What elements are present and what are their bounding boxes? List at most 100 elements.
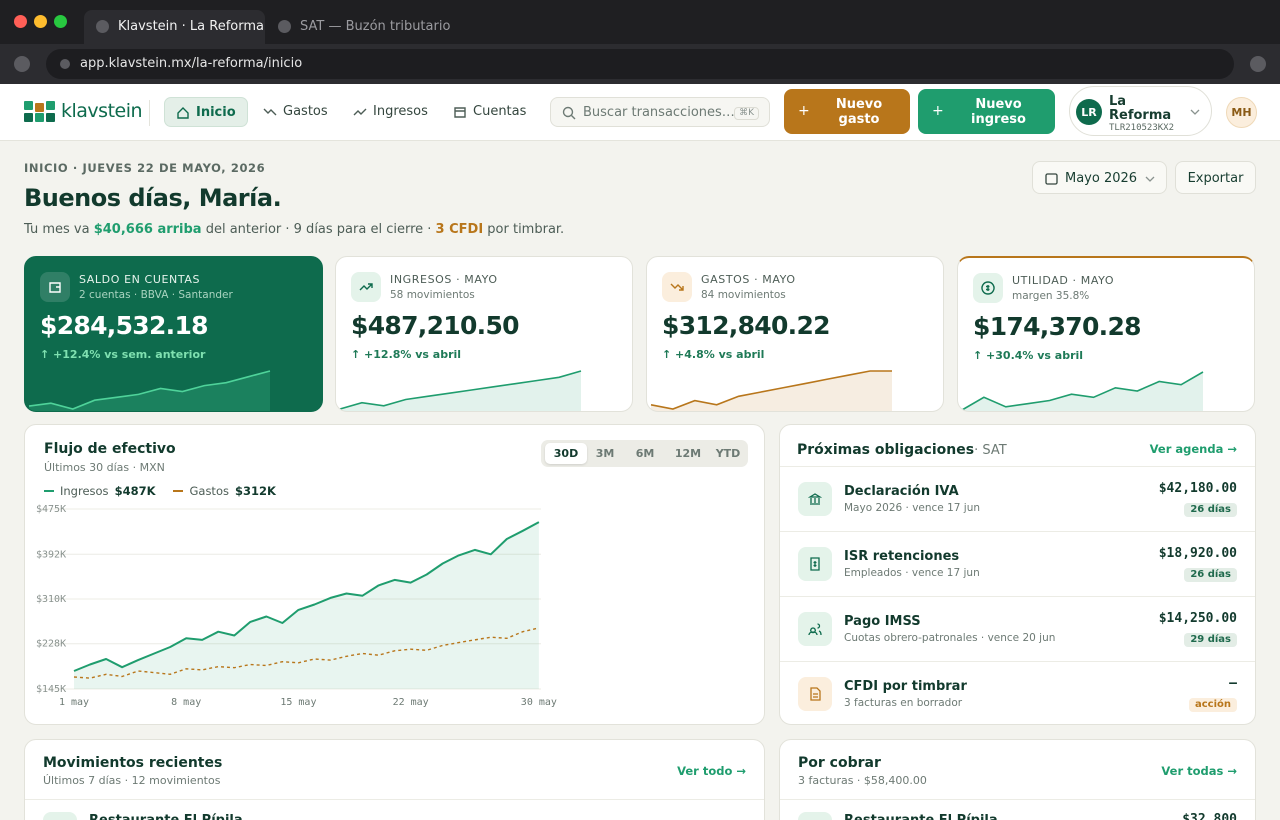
card-link[interactable]: Ver todas →	[1161, 764, 1237, 778]
user-avatar[interactable]: MH	[1226, 97, 1257, 128]
window-control[interactable]	[54, 15, 67, 28]
logo-square	[24, 101, 33, 110]
icon	[808, 623, 822, 636]
logo-square	[35, 113, 44, 122]
period-label: Mayo 2026	[1065, 171, 1138, 186]
range-option[interactable]: 6M	[625, 443, 665, 464]
list-row[interactable]: Restaurante El Pípila $32,800	[780, 799, 1255, 820]
legend-total: $487K	[114, 484, 156, 498]
export-label: Exportar	[1187, 171, 1244, 186]
icon	[49, 282, 61, 293]
obligation-row[interactable]: Declaración IVA Mayo 2026 · vence 17 jun $…	[780, 466, 1255, 531]
obligation-row[interactable]: CFDI por timbrar 3 facturas en borrador — a…	[780, 661, 1255, 724]
window-control[interactable]	[14, 15, 27, 28]
obligation-sub: Mayo 2026 · vence 17 jun	[844, 502, 981, 514]
sparkline-line	[650, 370, 892, 410]
primary-button[interactable]: + Nuevo ingreso	[918, 89, 1055, 134]
obligation-badge: 26 días	[1184, 568, 1237, 582]
recent-card: Movimientos recientes Últimos 7 días · 12…	[24, 739, 765, 820]
summary-part: Tu mes va	[24, 222, 94, 237]
browser-tab[interactable]: SAT — Buzón tributario	[266, 10, 466, 44]
kpi-icon	[662, 272, 692, 302]
primary-button[interactable]: + Nuevo gasto	[784, 89, 910, 134]
summary-part: por timbrar.	[483, 222, 565, 237]
menu-button[interactable]	[1250, 56, 1266, 72]
y-tick-label: $145K	[36, 684, 66, 695]
obligation-row[interactable]: Pago IMSS Cuotas obrero-patronales · venc…	[780, 596, 1255, 661]
row-name: Restaurante El Pípila	[844, 814, 998, 820]
cashflow-chart: $145K $228K $310K $392K $475K 1 may 8 may 15 ma…	[36, 504, 557, 708]
cashflow-card: Flujo de efectivo Últimos 30 días · MXN 30…	[24, 424, 765, 725]
card-title: Movimientos recientes	[43, 755, 223, 771]
period-select[interactable]: Mayo 2026	[1032, 161, 1167, 194]
kpi-label: INGRESOS · MAYO	[390, 273, 498, 286]
kpi-value: $284,532.18	[40, 311, 209, 340]
nav-item[interactable]: Ingresos	[342, 97, 434, 127]
card-subtitle: Últimos 7 días · 12 movimientos	[43, 774, 221, 787]
app-header: klavstein Inicio Gastos Ingresos Cuentas Busc…	[0, 84, 1280, 141]
sparkline	[339, 370, 582, 411]
range-option[interactable]: 30D	[545, 443, 587, 464]
obligation-title: Pago IMSS	[844, 614, 921, 629]
org-switcher[interactable]: LR La Reforma TLR210523KX2	[1069, 86, 1212, 136]
nav-item[interactable]: Gastos	[252, 97, 334, 127]
obligation-badge: 26 días	[1184, 503, 1237, 517]
icon	[359, 283, 373, 291]
obligation-title: Declaración IVA	[844, 484, 959, 499]
kpi-label: UTILIDAD · MAYO	[1012, 274, 1115, 287]
chevron	[1190, 109, 1200, 115]
sparkline-area	[340, 371, 581, 411]
browser-tab[interactable]: Klavstein · La Reforma	[84, 10, 265, 44]
receivables-card: Por cobrar 3 facturas · $58,400.00 Ver tod…	[779, 739, 1256, 820]
sparkline	[961, 371, 1204, 411]
sparkline-area	[962, 372, 1203, 411]
nav-item[interactable]: Inicio	[164, 97, 248, 127]
card-link[interactable]: Ver todo →	[677, 764, 746, 778]
y-tick-label: $475K	[36, 504, 66, 515]
icon	[359, 283, 373, 291]
url: app.klavstein.mx/la-reforma/inicio	[80, 56, 303, 71]
icon	[808, 493, 822, 505]
sparkline	[650, 370, 892, 411]
obligation-amount: $18,920.00	[1158, 546, 1237, 561]
logo-square	[46, 113, 55, 122]
tab-favicon	[278, 20, 291, 33]
back-button[interactable]	[14, 56, 30, 72]
obligation-row[interactable]: ISR retenciones Empleados · vence 17 jun $…	[780, 531, 1255, 596]
export-button[interactable]: Exportar	[1175, 161, 1256, 194]
sparkline	[28, 370, 271, 411]
kpi-icon	[351, 272, 381, 302]
search-placeholder: Buscar transacciones…	[583, 105, 735, 120]
kpi-value: $312,840.22	[662, 311, 831, 340]
nav-label: Gastos	[283, 104, 328, 119]
card-subtitle: Últimos 30 días · MXN	[44, 461, 165, 474]
range-option[interactable]: 12M	[667, 443, 709, 464]
address-bar[interactable]: app.klavstein.mx/la-reforma/inicio	[46, 49, 1234, 79]
series-line	[73, 627, 540, 679]
card-title: Próximas obligaciones	[797, 442, 975, 458]
nav-icon	[263, 108, 277, 116]
sparkline-line	[28, 370, 271, 410]
y-tick-label: $310K	[36, 594, 66, 605]
nav-item[interactable]: Cuentas	[442, 97, 528, 127]
legend-name: Ingresos	[60, 484, 109, 498]
tab-title: Klavstein · La Reforma	[118, 19, 264, 34]
search-box[interactable]: Buscar transacciones… ⌘K	[550, 97, 770, 127]
window-control[interactable]	[34, 15, 47, 28]
icon	[177, 107, 189, 119]
obligation-sub: 3 facturas en borrador	[844, 697, 963, 709]
x-tick-label: 1 may	[59, 697, 89, 708]
legend-item: Ingresos $487K	[44, 484, 155, 498]
card-link[interactable]: Ver agenda →	[1149, 442, 1237, 456]
range-option[interactable]: YTD	[711, 443, 745, 464]
obligation-sub: Cuotas obrero-patronales · vence 20 jun	[844, 632, 1056, 644]
summary: Tu mes va $40,666 arriba del anterior · …	[24, 222, 564, 237]
x-tick-label: 8 may	[171, 697, 201, 708]
nav-icon	[177, 107, 189, 119]
icon	[808, 493, 822, 505]
kpi-delta: ↑ +12.8% vs abril	[351, 348, 462, 361]
obligation-sub: Empleados · vence 17 jun	[844, 567, 980, 579]
obligation-title: CFDI por timbrar	[844, 679, 967, 694]
range-option[interactable]: 3M	[587, 443, 623, 464]
list-row[interactable]: Restaurante El Pípila	[25, 799, 764, 820]
